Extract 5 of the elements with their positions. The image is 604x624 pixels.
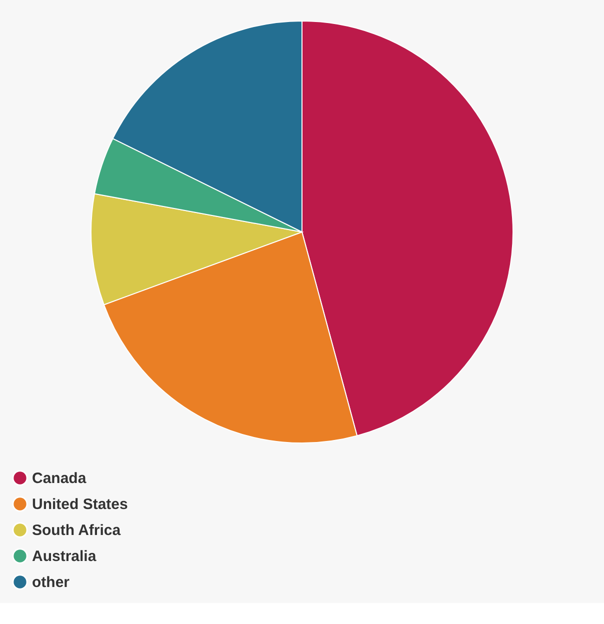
legend-label: United States <box>32 496 128 513</box>
legend-label: other <box>32 574 70 591</box>
legend-label: Canada <box>32 470 87 487</box>
legend-label: South Africa <box>32 522 122 539</box>
legend-label: Australia <box>32 548 97 565</box>
